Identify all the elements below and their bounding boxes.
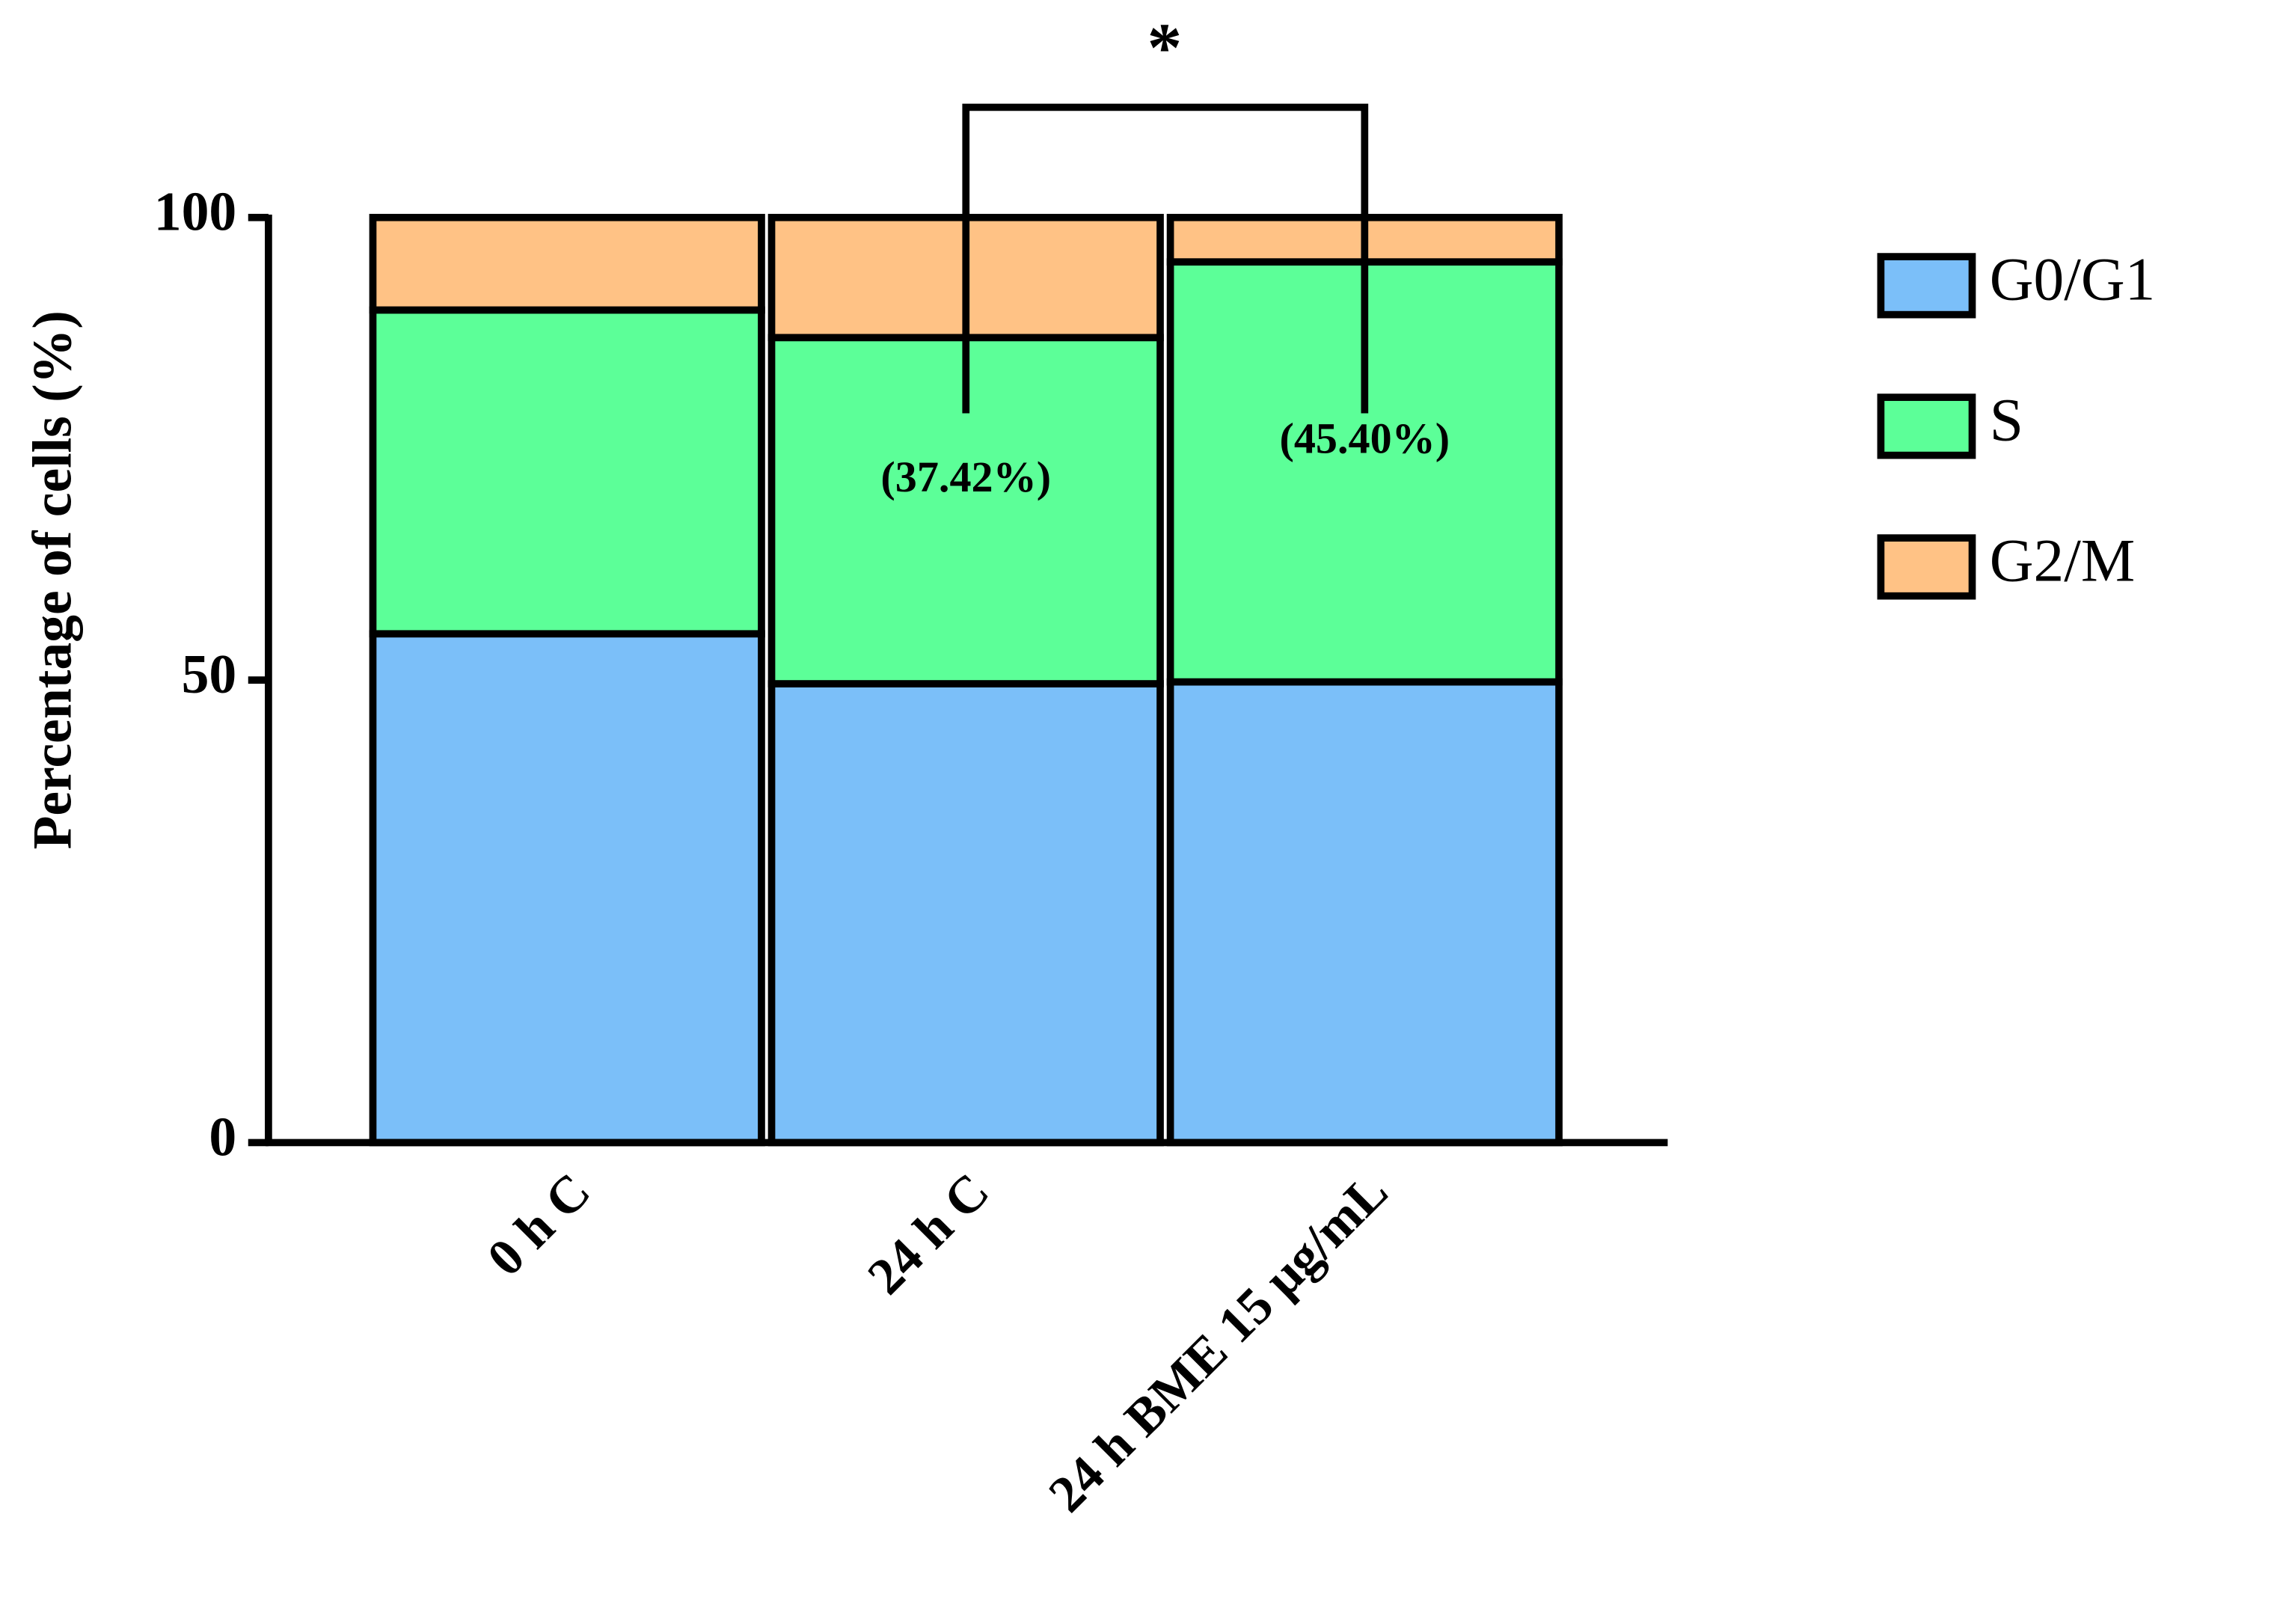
x-tick-label: 0 h C bbox=[476, 1162, 601, 1287]
y-tick-label: 50 bbox=[182, 643, 237, 705]
legend-label: G0/G1 bbox=[1990, 245, 2156, 313]
x-tick-label: 24 h BME 15 μg/mL bbox=[1038, 1162, 1400, 1524]
y-tick-label: 100 bbox=[154, 181, 236, 242]
bar-segment bbox=[369, 630, 765, 1147]
legend-swatch bbox=[1877, 253, 1976, 319]
bar-segment bbox=[369, 306, 765, 638]
y-tick-label: 0 bbox=[209, 1106, 236, 1167]
bar-segment bbox=[767, 680, 1164, 1147]
legend-swatch bbox=[1877, 534, 1976, 600]
legend-label: S bbox=[1990, 386, 2023, 454]
significance-bracket bbox=[962, 103, 1369, 414]
value-label: (37.42%) bbox=[880, 453, 1051, 501]
y-axis-label: Percentage of cells (%) bbox=[22, 310, 83, 849]
legend-swatch bbox=[1877, 393, 1976, 459]
legend-label: G2/M bbox=[1990, 527, 2136, 595]
x-tick-label: 24 h C bbox=[857, 1162, 1001, 1306]
bar-segment bbox=[1166, 678, 1563, 1147]
bar-segment bbox=[369, 213, 765, 314]
value-label: (45.40%) bbox=[1279, 414, 1450, 462]
significance-mark: * bbox=[1147, 10, 1183, 87]
plot-area: 0 h C (37.42%) 24 h C (45.40%) 24 h BME 15 μ… bbox=[154, 181, 1668, 1524]
